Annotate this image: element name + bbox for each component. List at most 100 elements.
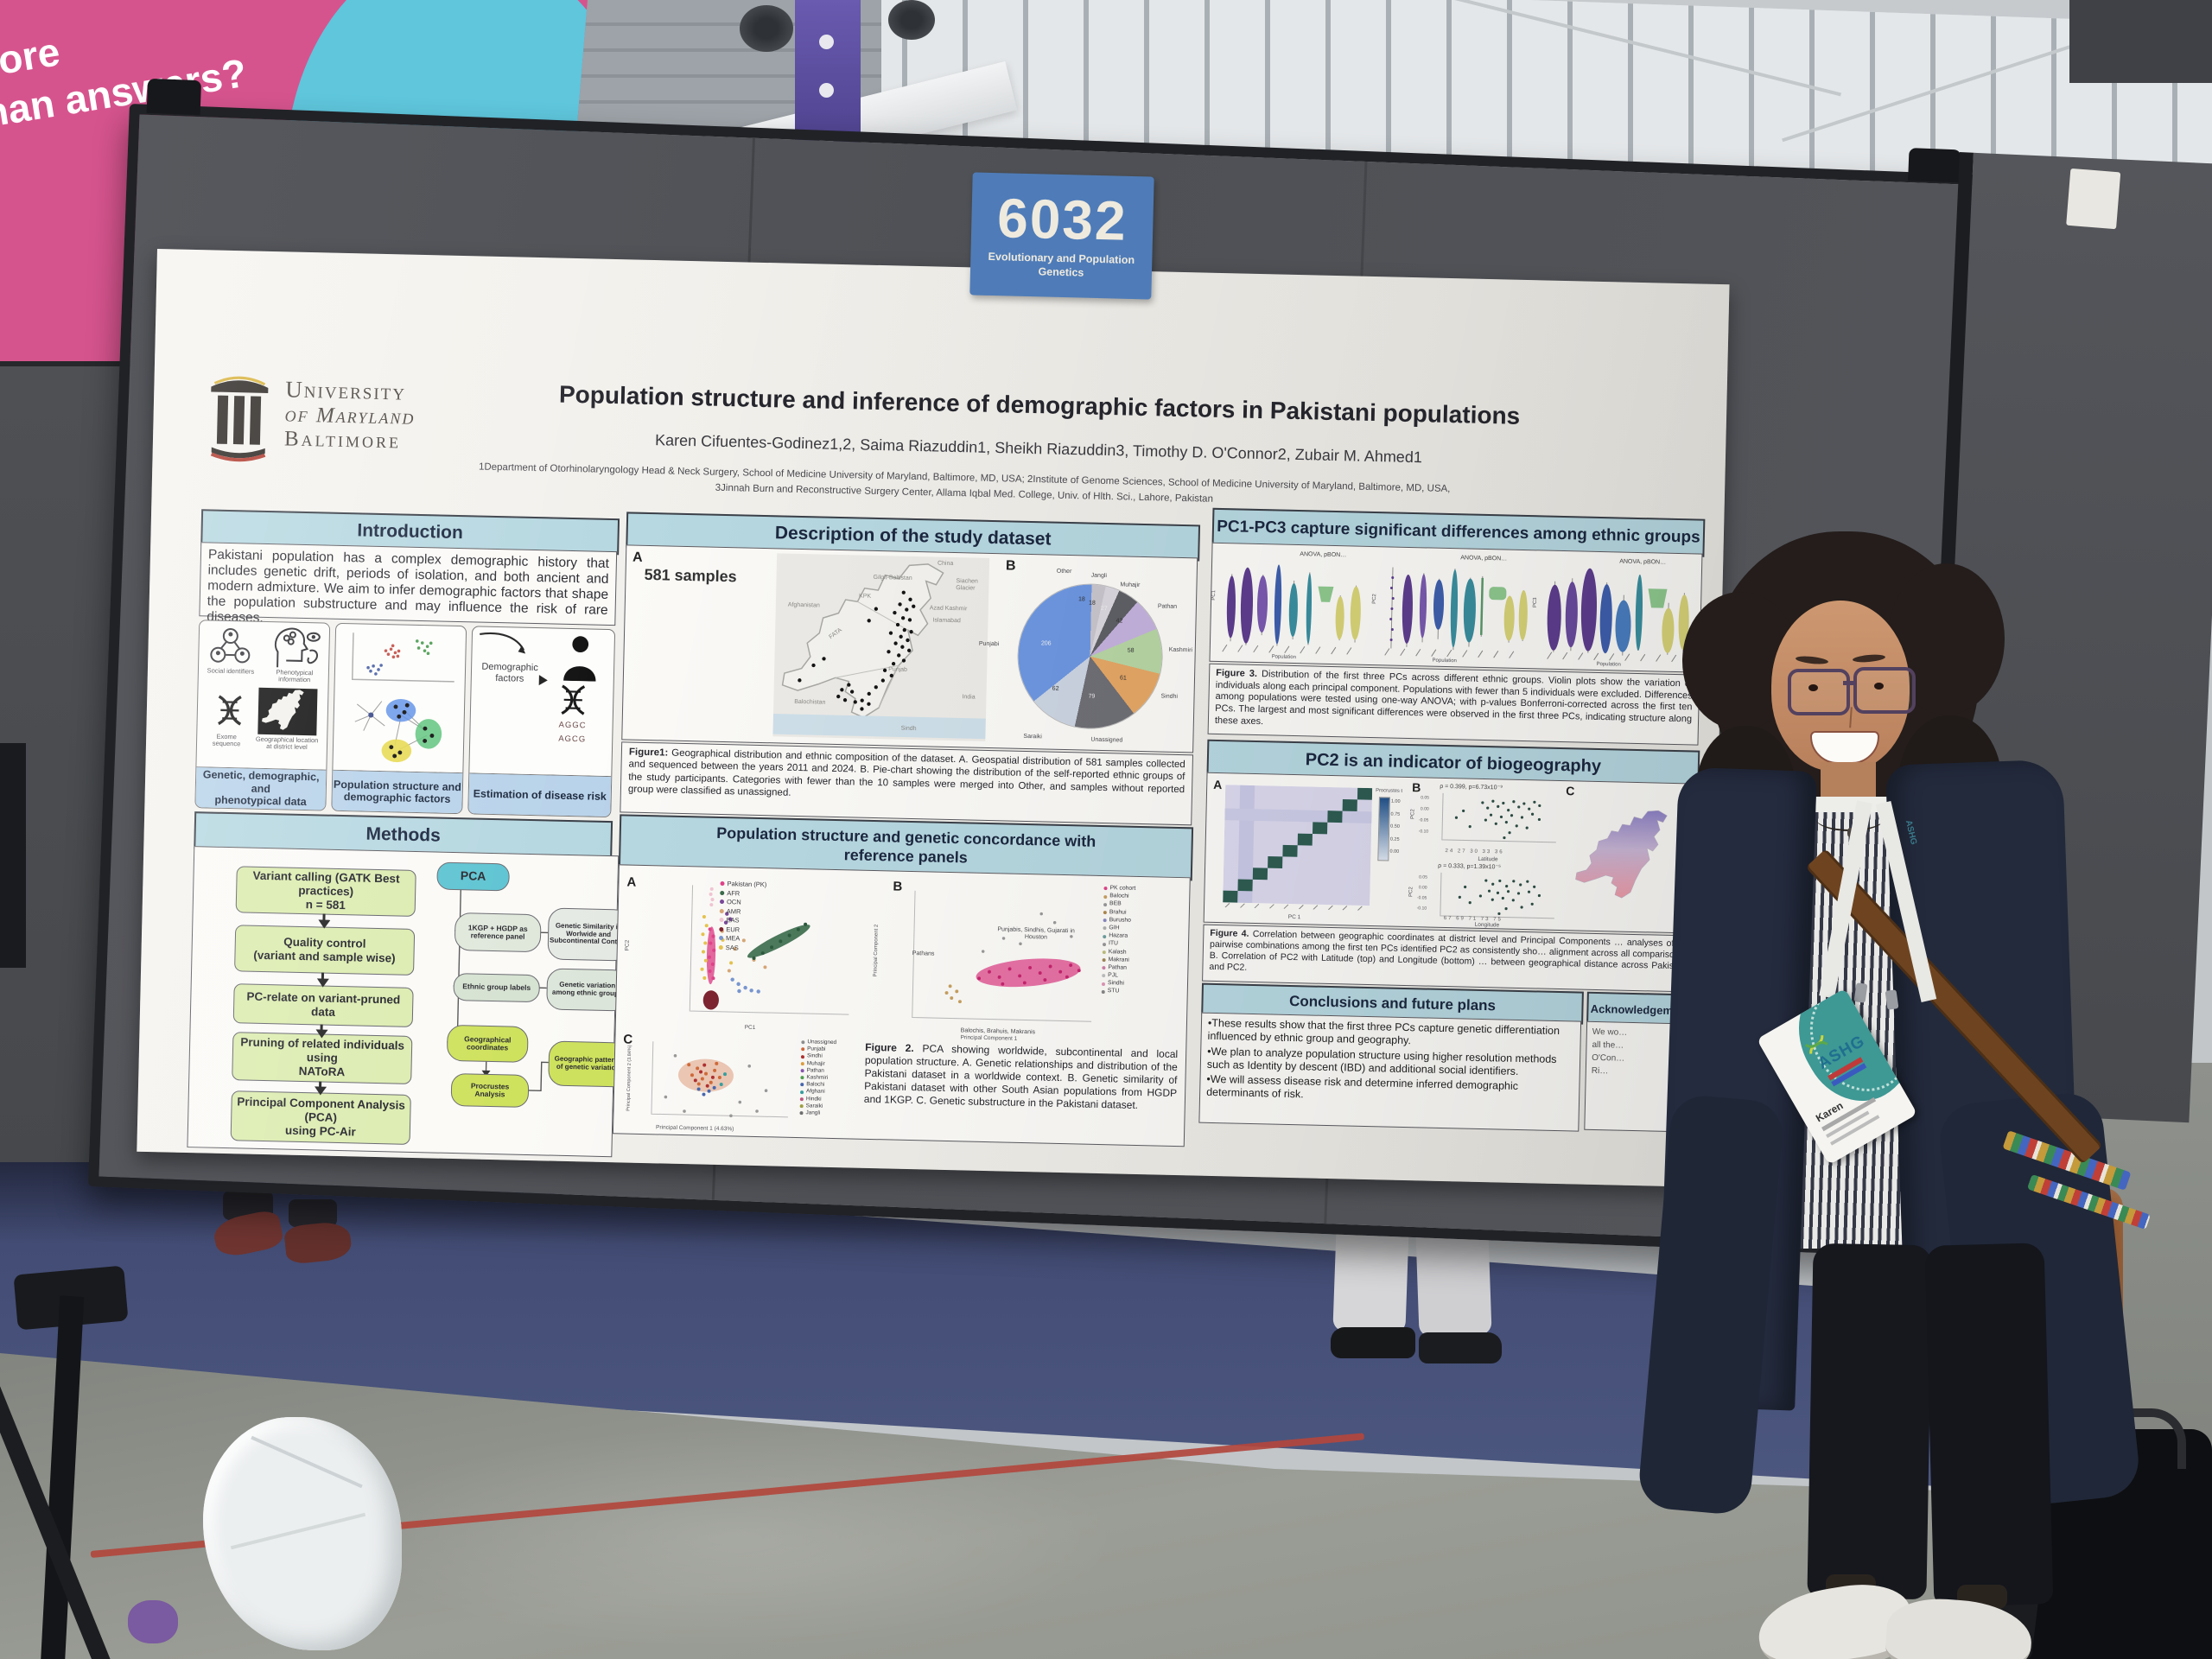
map-label-azad: Azad Kashmir bbox=[929, 605, 968, 613]
pie-value-jangli: 18 bbox=[1088, 600, 1096, 607]
longitude-xlabel: Longitude bbox=[1474, 921, 1500, 929]
pie-value-other: 18 bbox=[1077, 596, 1085, 603]
pie-label-muhajir: Muhajir bbox=[1120, 582, 1141, 588]
pca-a-ylabel: PC2 bbox=[624, 939, 631, 951]
corner-paper-tag bbox=[2066, 168, 2121, 230]
legend-dot bbox=[718, 944, 723, 950]
legend-label: EAS bbox=[726, 916, 740, 925]
plastic-bag-body bbox=[203, 1417, 402, 1650]
procrustes-heatmap bbox=[1223, 785, 1373, 911]
pie-value-punjabi: 206 bbox=[1040, 640, 1052, 647]
session-sign: 6032 Evolutionary and Population Genetic… bbox=[969, 172, 1154, 300]
legend-item: Burusho bbox=[1103, 917, 1135, 925]
legend-item: Hazara bbox=[1103, 932, 1135, 940]
legend-label: Pathan bbox=[806, 1067, 824, 1074]
legend-item: Balochi bbox=[1103, 893, 1135, 900]
legend-item: AFR bbox=[720, 889, 766, 897]
legend-item: SAS bbox=[718, 944, 766, 951]
legend-label: GIH bbox=[1109, 925, 1120, 931]
map-label-sindh: Sindh bbox=[900, 725, 917, 733]
legend-item: Sindhi bbox=[1101, 980, 1134, 988]
legend-item: Hindki bbox=[799, 1096, 836, 1103]
legend-dot bbox=[1103, 934, 1107, 938]
legend-label: Balochi bbox=[1109, 893, 1129, 899]
legend-dot bbox=[1102, 942, 1107, 946]
presenter-pants-leg bbox=[1924, 1243, 2054, 1607]
attendee-legs bbox=[1331, 1199, 1512, 1374]
legend-label: Jangli bbox=[805, 1109, 821, 1116]
method-step-1: Variant calling (GATK Best practices) n … bbox=[235, 866, 416, 917]
plastic-bag bbox=[194, 1408, 415, 1659]
dna-icon-small bbox=[561, 684, 586, 715]
poster-authors: Karen Cifuentes-Godinez1,2, Saima Riazud… bbox=[654, 431, 1423, 467]
legend-item: PJL bbox=[1102, 972, 1134, 980]
pie-label-saraiki: Saraiki bbox=[1023, 733, 1042, 741]
legend-label: Sindhi bbox=[806, 1052, 823, 1060]
dna-icon bbox=[217, 695, 242, 726]
popstructure-header-label: Population structure and genetic concord… bbox=[716, 824, 1096, 867]
figure2-caption-prefix: Figure 2. bbox=[865, 1040, 914, 1055]
legend-item: Jangli bbox=[799, 1109, 835, 1116]
cluster-network-icon bbox=[354, 698, 442, 763]
ethnicity-pie-chart: Other Jangli Muhajir Pathan Kashmiri Sin… bbox=[979, 569, 1192, 747]
method-step-5: Principal Component Analysis (PCA) using… bbox=[230, 1090, 411, 1145]
map-label-islamabad: Islamabad bbox=[932, 617, 961, 625]
legend-dot bbox=[799, 1096, 804, 1102]
legend-dot bbox=[719, 926, 724, 931]
legend-dot bbox=[800, 1090, 804, 1094]
pca-southasia-scatter bbox=[912, 890, 1092, 1022]
legend-label: Hazara bbox=[1109, 932, 1128, 939]
dark-doorway bbox=[2069, 0, 2212, 83]
pca-worldwide-scatter bbox=[689, 885, 849, 1015]
latitude-xlabel: Latitude bbox=[1478, 855, 1498, 863]
phenotype-label: Phenotypical information bbox=[276, 668, 314, 684]
legend-item: MEA bbox=[719, 934, 766, 943]
figure1-caption-prefix: Figure1: bbox=[628, 747, 669, 759]
shoe-icon bbox=[1331, 1327, 1415, 1358]
flow-geo-coordinates: Geographical coordinates bbox=[446, 1024, 529, 1063]
legend-dot bbox=[1102, 958, 1106, 963]
pie-value-pathan: 42 bbox=[1116, 618, 1123, 625]
map-label-kpk: KPK bbox=[859, 593, 872, 600]
intro-box-risk: Demographic factors AGGC AGCG Estimation… bbox=[467, 626, 616, 818]
map-label-china: China bbox=[937, 560, 954, 567]
biogeo-panel-a-label: A bbox=[1213, 777, 1223, 792]
pie-label-kashmiri: Kashmiri bbox=[1168, 646, 1193, 654]
flow-ethnic-labels: Ethnic group labels bbox=[453, 972, 541, 1003]
legend-dot bbox=[800, 1069, 804, 1073]
popstructure-panel-b-label: B bbox=[893, 879, 903, 894]
board-bracket bbox=[146, 78, 202, 116]
geo-location-label: Geographical location at district level bbox=[255, 734, 319, 752]
legend-label: STU bbox=[1107, 988, 1120, 995]
legend-dot bbox=[1103, 926, 1107, 931]
map-label-india: India bbox=[962, 694, 976, 701]
violin-panel-pc1 bbox=[1222, 564, 1361, 655]
legend-dot bbox=[800, 1054, 805, 1058]
legend-dot bbox=[1101, 982, 1106, 986]
colorbar-ticks: 1.00 0.75 0.50 0.25 0.00 bbox=[1389, 798, 1401, 855]
legend-item: Balochi bbox=[800, 1082, 836, 1088]
pca-pakistan-scatter bbox=[651, 1041, 788, 1118]
violin-panel-pc2 bbox=[1384, 567, 1528, 658]
pie-label-pathan: Pathan bbox=[1157, 603, 1178, 610]
violin-ylabel-1: PC1 bbox=[1211, 589, 1217, 601]
legend-item: Punjabi bbox=[801, 1046, 836, 1052]
legend-dot bbox=[801, 1047, 805, 1052]
phenotype-icon bbox=[274, 627, 321, 668]
pie-label-sindhi: Sindhi bbox=[1160, 693, 1179, 700]
legend-label: AFR bbox=[727, 888, 741, 897]
latitude-yticks: 0.05 0.00 -0.05 -0.10 bbox=[1418, 795, 1430, 835]
pakistan-sample-map: China Gilgit-Baltistan Siachen Glacier K… bbox=[772, 553, 990, 741]
pca-node: PCA bbox=[436, 861, 510, 892]
umb-columns-icon bbox=[210, 376, 269, 462]
floor-sheen bbox=[346, 1426, 1123, 1650]
method-step-4: Pruning of related individuals using NAT… bbox=[232, 1032, 413, 1084]
session-number: 6032 bbox=[996, 187, 1128, 253]
legend-dot bbox=[719, 899, 725, 905]
attendee-feet-left bbox=[211, 1191, 361, 1286]
legend-dot bbox=[801, 1040, 805, 1045]
legend-dot bbox=[800, 1083, 804, 1087]
shoe-icon bbox=[211, 1208, 285, 1260]
small-arrow-icon bbox=[538, 675, 548, 686]
